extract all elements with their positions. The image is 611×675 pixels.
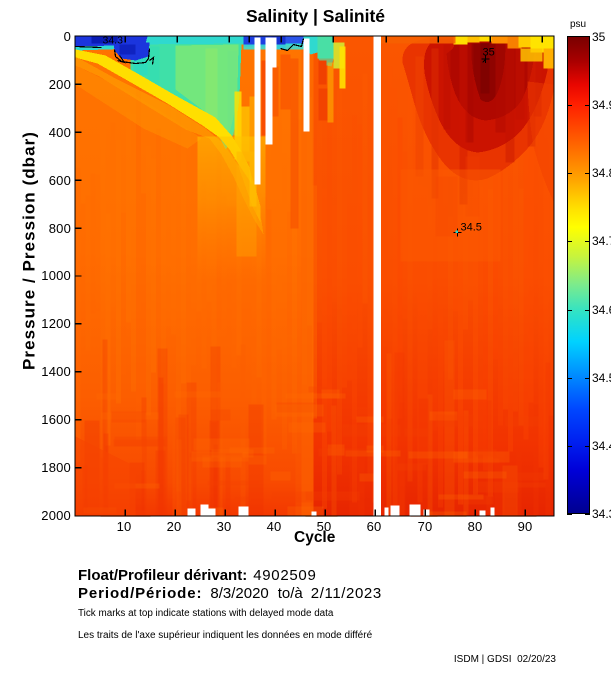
svg-text:35: 35 bbox=[483, 47, 495, 59]
svg-text:34.5: 34.5 bbox=[461, 222, 482, 234]
svg-text:34.3: 34.3 bbox=[103, 35, 124, 47]
